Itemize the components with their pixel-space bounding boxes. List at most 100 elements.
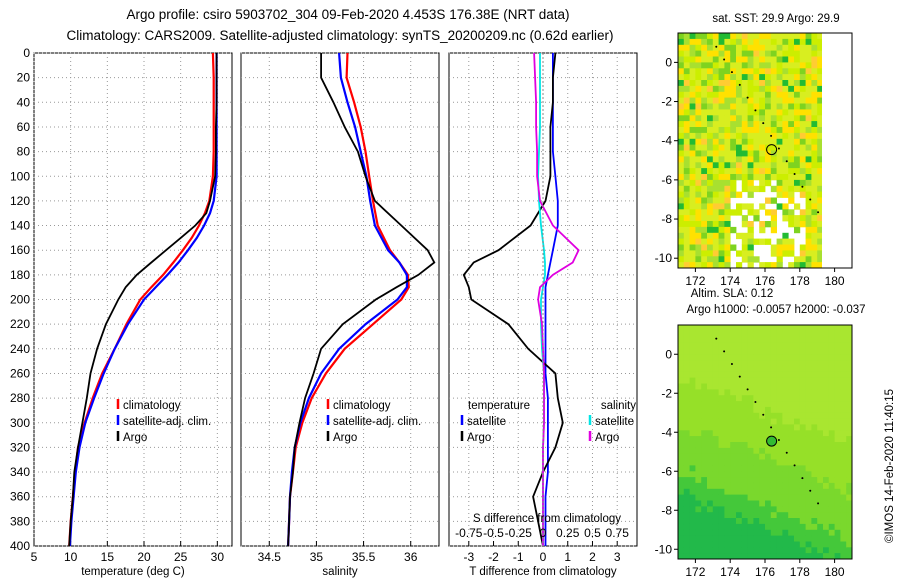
map-cell [695,91,702,99]
map-cell [846,553,853,560]
map-cell [794,412,801,420]
map-cell [834,430,841,437]
map-cell [730,506,737,513]
map-cell [811,360,818,367]
map-cell [753,238,760,245]
difference-xtick-label: -1 [513,550,524,564]
map-cell [811,50,818,57]
map-cell [811,453,818,460]
map-cell [718,465,725,472]
map-cell [817,529,824,537]
map-cell [747,336,754,343]
map-cell [678,348,685,355]
map-cell [678,447,685,455]
map-cell [788,529,795,537]
map-cell [794,506,801,513]
map-cell [805,33,812,40]
map-cell [747,156,754,163]
map-cell [689,121,696,128]
map-cell [683,336,690,343]
map-cell [753,168,760,175]
map-cell [712,138,719,146]
map-cell [707,197,714,204]
map-cell [741,371,748,379]
map-cell [828,401,835,408]
map-cell [788,360,795,367]
map-cell [828,471,835,478]
map-cell [712,465,719,472]
map-cell [805,547,812,554]
map-cell [718,406,725,414]
map-ytick-label: -10 [655,542,673,556]
map-cell [678,325,685,332]
map-cell [840,494,847,501]
map-cell [701,541,708,548]
map-cell [724,459,731,466]
map-cell [823,535,830,542]
map-cell [794,348,801,355]
map-cell [765,38,772,46]
map-cell [724,494,731,501]
map-cell [695,56,702,63]
map-cell [701,395,708,402]
map-cell [817,156,824,163]
map-cell [724,523,731,531]
map-cell [782,406,789,414]
map-cell [776,91,783,99]
map-cell [695,132,702,140]
map-cell [718,80,725,87]
map-cell [701,221,708,228]
map-cell [718,232,725,240]
map-cell [840,535,847,542]
map-cell [689,529,696,537]
map-cell [770,156,777,163]
map-cell [759,56,766,63]
map-cell [724,401,731,408]
map-cell [828,541,835,548]
map-cell [701,377,708,384]
difference-panel: -3 -2 -1 0 1 2 3T difference from climatologyS… [448,52,638,578]
map-cell [707,215,714,222]
map-cell [730,453,737,460]
map-cell [794,256,801,263]
map-cell [834,365,841,373]
map-cell [741,50,748,57]
map-cell [730,127,737,134]
map-cell [707,62,714,69]
map-cell [799,342,806,349]
map-cell [817,127,824,134]
map-cell [799,244,806,251]
island-dot [817,211,820,214]
map-cell [695,115,702,122]
map-cell [741,150,748,157]
temperature-xtick-label: 5 [31,550,38,564]
map-cell [770,424,777,431]
map-cell [678,244,685,251]
map-cell [799,262,806,269]
map-cell [753,512,760,519]
map-cell [730,383,737,390]
map-cell [736,127,743,134]
map-cell [678,471,685,478]
map-cell [765,162,772,169]
map-cell [805,442,812,449]
map-cell [794,168,801,175]
map-cell [678,97,685,104]
map-cell [834,541,841,548]
map-cell [753,256,760,263]
map-cell [712,121,719,128]
map-cell [794,529,801,537]
map-cell [828,494,835,501]
map-cell [782,244,789,251]
map-cell [753,127,760,134]
map-cell [759,342,766,349]
map-cell [817,203,824,210]
map-cell [678,115,685,122]
map-cell [823,348,830,355]
map-cell [724,132,731,140]
map-cell [817,121,824,128]
map-cell [811,442,818,449]
map-cell [811,232,818,240]
map-cell [805,512,812,519]
map-cell [846,482,853,490]
